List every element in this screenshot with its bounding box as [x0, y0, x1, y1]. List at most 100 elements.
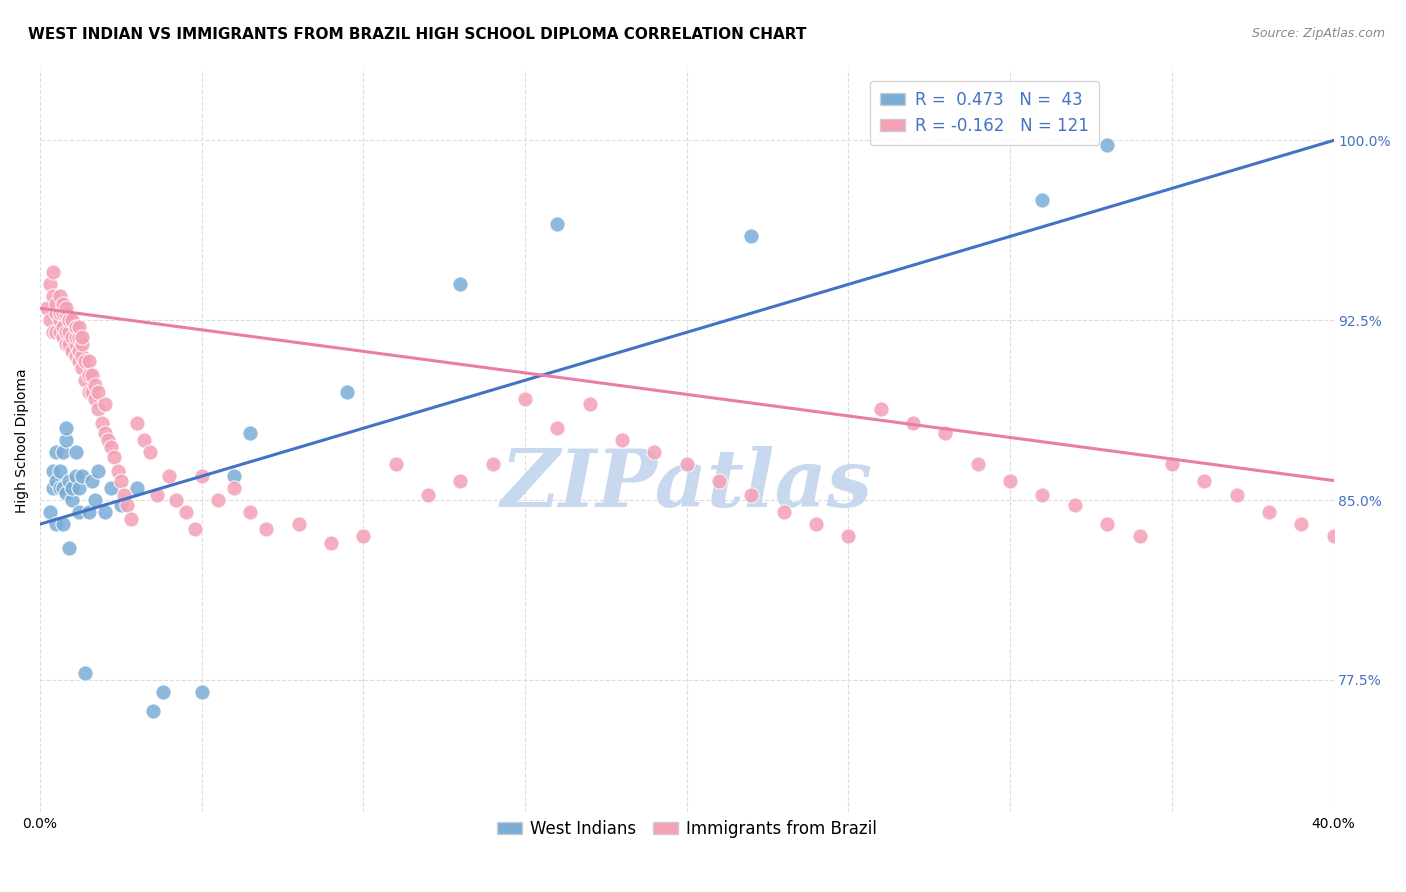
Point	[145, 488, 167, 502]
Point	[740, 229, 762, 244]
Point	[45, 517, 67, 532]
Point	[139, 445, 162, 459]
Point	[48, 464, 70, 478]
Point	[110, 474, 132, 488]
Point	[55, 421, 77, 435]
Point	[107, 464, 129, 478]
Point	[45, 296, 67, 310]
Point	[740, 488, 762, 502]
Point	[1354, 441, 1376, 455]
Point	[45, 326, 67, 340]
Point	[191, 685, 214, 699]
Point	[1031, 194, 1053, 208]
Point	[70, 330, 93, 344]
Point	[1095, 138, 1118, 153]
Point	[62, 330, 84, 344]
Point	[45, 445, 67, 459]
Point	[772, 505, 794, 519]
Point	[675, 457, 697, 471]
Point	[75, 373, 97, 387]
Point	[42, 289, 65, 303]
Point	[224, 469, 246, 483]
Point	[48, 289, 70, 303]
Point	[84, 392, 107, 407]
Point	[837, 529, 859, 543]
Point	[546, 421, 568, 435]
Point	[450, 277, 472, 292]
Point	[80, 385, 103, 400]
Point	[52, 481, 75, 495]
Point	[45, 474, 67, 488]
Point	[42, 464, 65, 478]
Point	[110, 498, 132, 512]
Point	[65, 349, 87, 363]
Point	[804, 517, 827, 532]
Point	[58, 326, 80, 340]
Point	[42, 481, 65, 495]
Point	[152, 685, 174, 699]
Point	[707, 474, 730, 488]
Point	[45, 306, 67, 320]
Point	[52, 330, 75, 344]
Y-axis label: High School Diploma: High School Diploma	[15, 368, 30, 513]
Point	[55, 486, 77, 500]
Point	[52, 296, 75, 310]
Point	[67, 505, 90, 519]
Point	[1063, 498, 1085, 512]
Point	[97, 433, 120, 447]
Point	[239, 425, 262, 440]
Point	[77, 385, 100, 400]
Legend: West Indians, Immigrants from Brazil: West Indians, Immigrants from Brazil	[489, 814, 883, 845]
Point	[174, 505, 197, 519]
Point	[90, 417, 112, 431]
Point	[55, 433, 77, 447]
Point	[546, 218, 568, 232]
Point	[224, 481, 246, 495]
Point	[112, 488, 135, 502]
Point	[55, 337, 77, 351]
Point	[58, 313, 80, 327]
Point	[94, 397, 117, 411]
Point	[94, 505, 117, 519]
Point	[38, 505, 60, 519]
Point	[132, 433, 155, 447]
Point	[120, 512, 142, 526]
Point	[58, 474, 80, 488]
Point	[52, 445, 75, 459]
Point	[1289, 517, 1312, 532]
Point	[87, 385, 110, 400]
Point	[55, 301, 77, 316]
Point	[55, 326, 77, 340]
Point	[1322, 529, 1344, 543]
Point	[42, 265, 65, 279]
Point	[513, 392, 536, 407]
Point	[52, 320, 75, 334]
Point	[48, 313, 70, 327]
Point	[1225, 488, 1247, 502]
Point	[165, 493, 187, 508]
Point	[184, 522, 207, 536]
Point	[100, 481, 122, 495]
Point	[100, 441, 122, 455]
Point	[67, 344, 90, 359]
Point	[1160, 457, 1182, 471]
Point	[1192, 474, 1215, 488]
Point	[239, 505, 262, 519]
Point	[35, 301, 58, 316]
Point	[65, 330, 87, 344]
Point	[65, 320, 87, 334]
Point	[418, 488, 440, 502]
Point	[87, 464, 110, 478]
Point	[127, 481, 149, 495]
Point	[58, 541, 80, 555]
Point	[65, 469, 87, 483]
Point	[288, 517, 311, 532]
Point	[62, 481, 84, 495]
Point	[62, 493, 84, 508]
Point	[1257, 505, 1279, 519]
Point	[70, 337, 93, 351]
Point	[1031, 488, 1053, 502]
Point	[75, 354, 97, 368]
Point	[84, 493, 107, 508]
Point	[77, 505, 100, 519]
